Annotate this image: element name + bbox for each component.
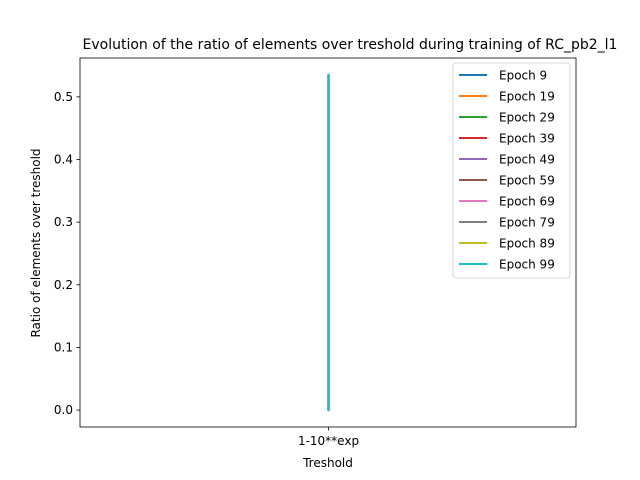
y-tick-label: 0.0 xyxy=(54,403,73,417)
legend-label: Epoch 19 xyxy=(499,90,555,104)
legend-label: Epoch 9 xyxy=(499,69,547,83)
y-tick-label: 0.1 xyxy=(54,340,73,354)
y-tick-label: 0.5 xyxy=(54,90,73,104)
y-axis-label: Ratio of elements over treshold xyxy=(29,148,43,337)
chart-title: Evolution of the ratio of elements over … xyxy=(83,37,618,53)
y-tick-label: 0.3 xyxy=(54,215,73,229)
x-axis-label: Treshold xyxy=(302,456,353,470)
legend-label: Epoch 69 xyxy=(499,195,555,209)
y-tick-label: 0.2 xyxy=(54,278,73,292)
x-axis: 1-10**exp xyxy=(298,427,359,448)
legend-label: Epoch 89 xyxy=(499,237,555,251)
legend-label: Epoch 99 xyxy=(499,258,555,272)
legend: Epoch 9 Epoch 19 Epoch 29 Epoch 39 Epoch 49 E… xyxy=(452,62,571,279)
plot-frame xyxy=(79,57,577,428)
x-tick-label: 1-10**exp xyxy=(298,434,359,448)
legend-label: Epoch 39 xyxy=(499,132,555,146)
y-axis: 0.0 0.1 0.2 0.3 0.4 0.5 xyxy=(54,90,80,417)
legend-label: Epoch 49 xyxy=(499,153,555,167)
legend-label: Epoch 79 xyxy=(499,216,555,230)
legend-label: Epoch 59 xyxy=(499,174,555,188)
legend-label: Epoch 29 xyxy=(499,111,555,125)
y-tick-label: 0.4 xyxy=(54,152,73,166)
